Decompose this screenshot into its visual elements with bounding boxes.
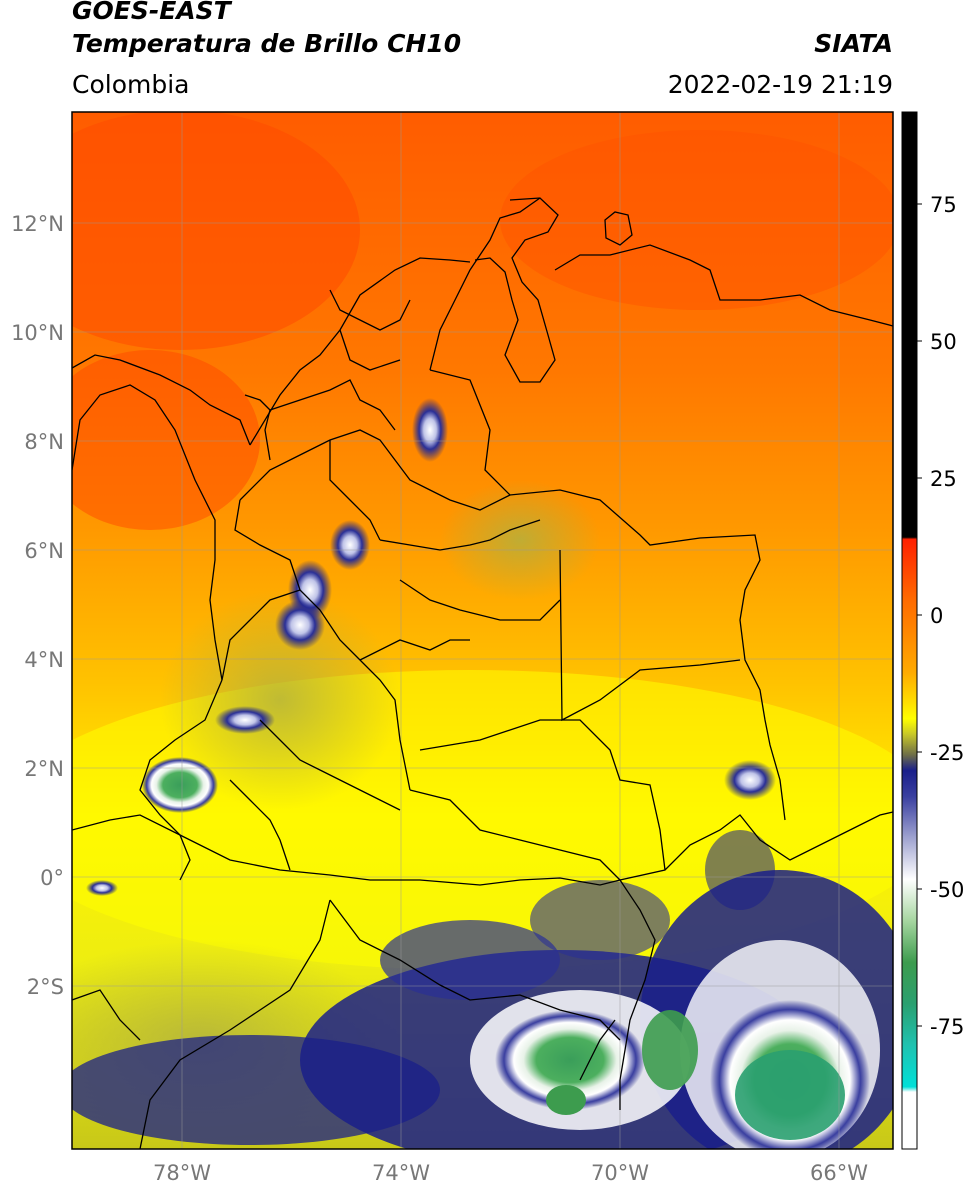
lat-label: 10°N (11, 321, 64, 345)
colorbar-label: 75 (930, 193, 957, 217)
ecuador-peru-border (139, 899, 331, 1149)
paraguana (604, 211, 633, 246)
colombia-brazil-border (619, 879, 656, 1110)
graticule (72, 112, 893, 1149)
lat-label: 6°N (24, 539, 64, 563)
colorbar-label: 0 (930, 604, 943, 628)
lat-label: 2°N (24, 757, 64, 781)
organization-label: SIATA (814, 29, 893, 58)
lon-label: 78°W (153, 1161, 211, 1185)
lon-label: 70°W (591, 1161, 649, 1185)
colorbar-label: 50 (930, 330, 957, 354)
political-boundaries (72, 197, 893, 1149)
pacific-coast-south (139, 679, 223, 881)
ecuador-coast (72, 989, 141, 1041)
map-frame (71, 111, 894, 1150)
colorbar-label: -50 (930, 878, 964, 902)
colorbar-label: -25 (930, 741, 964, 765)
amazonas-dept (419, 719, 666, 871)
pacific-coast-north (72, 384, 223, 681)
colorbar (901, 111, 918, 1150)
caribbean-coast (249, 257, 471, 446)
brightness-temperature-field (72, 112, 893, 1149)
product-title: Temperatura de Brillo CH10 (72, 29, 462, 58)
lake-maracaibo-coast (474, 197, 559, 383)
lat-label: 4°N (24, 648, 64, 672)
colorbar-label: -75 (930, 1015, 964, 1039)
latitude-labels: 12°N 10°N 8°N 6°N 4°N 2°N 0° 2°S (11, 212, 64, 999)
colorbar-labels: 75 50 25 0 -25 -50 -75 (917, 193, 964, 1039)
region-label: Colombia (72, 70, 190, 99)
lon-label: 66°W (810, 1161, 868, 1185)
peru-colombia-border (329, 899, 621, 1041)
datetime-label: 2022-02-19 21:19 (667, 70, 893, 99)
lon-label: 74°W (372, 1161, 430, 1185)
venezuela-coast (554, 244, 893, 327)
colorbar-label: 25 (930, 467, 957, 491)
colombia-venezuela-border (429, 369, 786, 821)
lat-label: 0° (40, 866, 64, 890)
panama-coast-north (72, 354, 251, 446)
vichada-guainia (559, 549, 741, 722)
satellite-title: GOES-EAST (72, 0, 231, 25)
guajira-border (429, 197, 541, 371)
lat-label: 2°S (27, 975, 64, 999)
colombia-ecuador-peru-border (72, 811, 893, 886)
lat-label: 8°N (24, 430, 64, 454)
longitude-labels: 78°W 74°W 70°W 66°W (153, 1161, 868, 1185)
lat-label: 12°N (11, 212, 64, 236)
inner-brazil-line (579, 1019, 616, 1081)
